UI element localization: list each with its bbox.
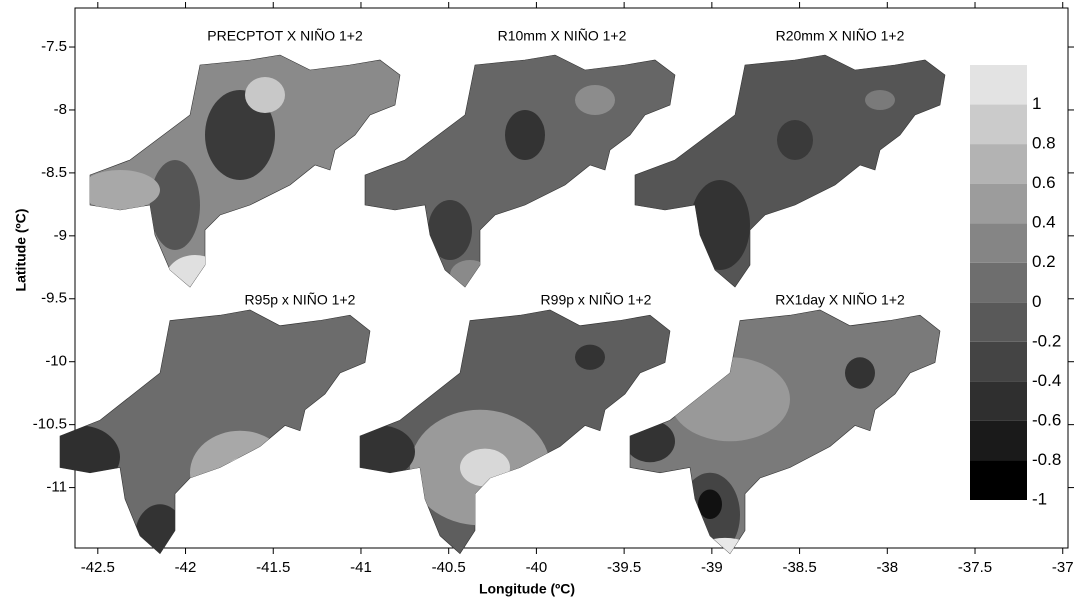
colorbar-band [970, 183, 1027, 224]
panel-title: R99p x NIÑO 1+2 [541, 292, 652, 308]
x-tick-label: -40 [526, 559, 548, 576]
x-tick-label: -40.5 [432, 559, 466, 576]
x-tick-label: -41 [350, 559, 372, 576]
colorbar-tick-label: -0.2 [1032, 331, 1061, 350]
colorbar-tick-label: 0.4 [1032, 213, 1056, 232]
y-tick-label: -10.5 [33, 416, 67, 433]
colorbar-tick-label: -1 [1032, 489, 1047, 508]
colorbar-band [970, 65, 1027, 105]
y-tick-label: -10 [45, 353, 67, 370]
colorbar-tick-label: 0 [1032, 292, 1041, 311]
y-axis-label: Latitude (ºC) [13, 209, 29, 292]
colorbar-band [970, 341, 1027, 382]
colorbar-band [970, 420, 1027, 461]
plot-frame [74, 7, 1069, 549]
colorbar-band [970, 381, 1027, 421]
x-tick-label: -42 [175, 559, 197, 576]
map-panel [59, 309, 371, 555]
map-panel [364, 54, 676, 288]
y-tick-label: -7.5 [41, 38, 67, 55]
colorbar-band [970, 302, 1027, 342]
panel-title: RX1day X NIÑO 1+2 [775, 292, 905, 308]
map-panel [359, 309, 671, 555]
colorbar-tick-label: -0.6 [1032, 410, 1061, 429]
map-panel [634, 54, 946, 288]
colorbar-tick-label: 1 [1032, 94, 1041, 113]
colorbar-tick-label: 0.6 [1032, 173, 1056, 192]
x-tick-label: -37 [1052, 559, 1074, 576]
y-tick-label: -11 [46, 479, 67, 496]
x-tick-label: -39.5 [607, 559, 641, 576]
map-panel [629, 309, 941, 555]
x-tick-label: -39 [701, 559, 723, 576]
x-tick-label: -41.5 [256, 559, 290, 576]
x-tick-label: -37.5 [958, 559, 992, 576]
colorbar-band [970, 144, 1027, 184]
panel-title: R10mm X NIÑO 1+2 [498, 28, 627, 44]
map-panel [89, 54, 401, 288]
y-tick-label: -8.5 [41, 164, 67, 181]
y-tick-label: -9.5 [41, 290, 67, 307]
colorbar-tick-label: 0.8 [1032, 134, 1056, 153]
colorbar-band [970, 262, 1027, 303]
x-axis-label: Longitude (ºC) [479, 581, 575, 597]
panel-title: R95p x NIÑO 1+2 [245, 292, 356, 308]
colorbar-tick-label: 0.2 [1032, 252, 1056, 271]
colorbar-band [970, 460, 1027, 500]
x-tick-label: -42.5 [81, 559, 115, 576]
x-tick-label: -38.5 [782, 559, 816, 576]
y-tick-label: -9 [54, 227, 67, 244]
x-tick-label: -38 [876, 559, 898, 576]
panel-title: R20mm X NIÑO 1+2 [776, 28, 905, 44]
panel-title: PRECPTOT X NIÑO 1+2 [207, 28, 363, 44]
map-panels [59, 54, 946, 555]
colorbar-tick-label: -0.8 [1032, 450, 1061, 469]
colorbar-band [970, 223, 1027, 263]
y-tick-label: -8 [54, 101, 67, 118]
colorbar-band [970, 104, 1027, 145]
colorbar-tick-label: -0.4 [1032, 371, 1061, 390]
